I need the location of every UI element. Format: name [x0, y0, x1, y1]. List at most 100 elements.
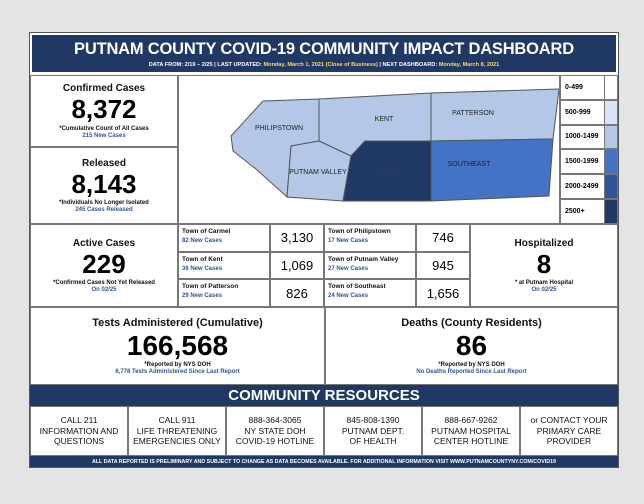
- legend-row: 1000-1499: [560, 124, 618, 150]
- title: PUTNAM COUNTY COVID-19 COMMUNITY IMPACT …: [74, 40, 574, 58]
- town-total: 826: [286, 285, 308, 301]
- resource-line: OF HEALTH: [349, 436, 397, 447]
- box-value: 8,372: [71, 94, 137, 125]
- town-new: 24 New Cases: [328, 293, 369, 300]
- subtitle: DATA FROM: 2/19 – 2/25 | LAST UPDATED: M…: [32, 62, 616, 68]
- box-title: Active Cases: [72, 237, 136, 249]
- town-new: 17 New Cases: [328, 238, 369, 244]
- map-label: SOUTHEAST: [447, 161, 491, 168]
- resources-bar: COMMUNITY RESOURCES: [30, 385, 618, 406]
- town-cell: Town of Carmel 82 New Cases: [178, 224, 270, 252]
- legend-swatch: [604, 200, 617, 223]
- town-new: 29 New Cases: [182, 293, 223, 300]
- box-note: *Confirmed Cases Not Yet Released: [53, 280, 155, 287]
- next-label: | NEXT DASHBOARD:: [379, 62, 438, 68]
- next-date: Monday, March 8, 2021: [438, 62, 500, 68]
- resource-line: NY STATE DOH: [244, 425, 306, 436]
- town-cell: Town of Kent 36 New Cases: [178, 251, 270, 280]
- resource-line: PROVIDER: [546, 436, 592, 447]
- town-name: Town of Carmel: [182, 228, 231, 235]
- resource-line: 888-667-9262: [444, 415, 498, 426]
- town-name: Town of Patterson: [182, 283, 239, 291]
- box-value: 229: [82, 248, 126, 279]
- town-cell: Town of Southeast 24 New Cases: [324, 279, 416, 307]
- box-title: Tests Administered (Cumulative): [92, 316, 263, 329]
- resource-cell: CALL 911 LIFE THREATENING EMERGENCIES ONLY: [128, 406, 226, 456]
- box-value: 166,568: [126, 329, 229, 361]
- released-box: Released 8,143 *Individuals No Longer Isol…: [30, 147, 178, 224]
- resource-line: PUTNAM HOSPITAL: [431, 425, 511, 436]
- region-southeast: [430, 138, 554, 202]
- box-note: *Reported by NYS DOH: [438, 362, 505, 369]
- box-value: 8: [536, 248, 552, 279]
- map-label: PUTNAM VALLEY: [289, 169, 347, 176]
- box-title: Deaths (County Residents): [401, 316, 542, 329]
- legend-swatch: [604, 76, 617, 99]
- resource-line: PRIMARY CARE: [536, 425, 602, 436]
- town-name: Town of Kent: [182, 255, 223, 263]
- resource-cell: 845-808-1390 PUTNAM DEPT. OF HEALTH: [324, 406, 422, 456]
- town-total-cell: 826: [270, 279, 324, 307]
- resource-line: INFORMATION AND: [39, 425, 119, 436]
- town-total: 1,069: [280, 257, 314, 273]
- legend-label: 2000-2499: [565, 183, 599, 191]
- legend-label: 1500-1999: [565, 158, 599, 166]
- legend-row: 2500+: [560, 199, 618, 224]
- box-note: *Individuals No Longer Isolated: [59, 200, 149, 207]
- town-total: 1,656: [426, 285, 460, 301]
- box-note: *Cumulative Count of All Cases: [59, 125, 149, 132]
- town-cell: Town of Philipstown 17 New Cases: [324, 224, 416, 252]
- box-note: * at Putnam Hospital: [514, 280, 574, 287]
- resource-cell: 888-364-3065 NY STATE DOH COVID-19 HOTLINE: [226, 406, 324, 456]
- box-sub: On 02/25: [91, 287, 117, 294]
- resource-line: 888-364-3065: [248, 415, 302, 426]
- legend: 0-499 500-999 1000-1499 1500-1999 2000-2499 2…: [560, 75, 618, 224]
- town-total-cell: 3,130: [270, 224, 324, 252]
- header: PUTNAM COUNTY COVID-19 COMMUNITY IMPACT …: [32, 35, 616, 72]
- legend-label: 1000-1499: [565, 133, 599, 141]
- map-label: CARMEL: [371, 170, 401, 177]
- resource-line: LIFE THREATENING: [136, 425, 218, 436]
- box-sub: No Deaths Reported Since Last Report: [416, 369, 527, 376]
- town-total: 3,130: [280, 230, 314, 246]
- box-title: Hospitalized: [514, 237, 574, 249]
- hospitalized-box: Hospitalized 8 * at Putnam Hospital On 02/2…: [470, 224, 618, 307]
- town-cell: Town of Patterson 29 New Cases: [178, 279, 270, 307]
- legend-row: 500-999: [560, 99, 618, 125]
- confirmed-box: Confirmed Cases 8,372 *Cumulative Count of…: [30, 75, 178, 147]
- resource-cell: 888-667-9262 PUTNAM HOSPITAL CENTER HOTLIN…: [422, 406, 520, 456]
- town-total: 746: [432, 230, 454, 246]
- legend-label: 2500+: [565, 207, 585, 215]
- town-cell: Town of Putnam Valley 27 New Cases: [324, 251, 416, 280]
- legend-row: 0-499: [560, 75, 618, 100]
- map-label: KENT: [374, 116, 394, 123]
- resource-cell: or CONTACT YOUR PRIMARY CARE PROVIDER: [520, 406, 618, 456]
- town-new: 82 New Cases: [182, 238, 223, 244]
- box-sub: On 02/25: [531, 287, 557, 294]
- resource-line: QUESTIONS: [53, 436, 105, 447]
- legend-label: 0-499: [565, 83, 583, 91]
- active-box: Active Cases 229 *Confirmed Cases Not Yet …: [30, 224, 178, 307]
- legend-swatch: [604, 100, 617, 124]
- resource-line: COVID-19 HOTLINE: [235, 436, 315, 447]
- deaths-box: Deaths (County Residents) 86 *Reported by …: [325, 307, 618, 385]
- box-sub: 6,778 Tests Administered Since Last Repo…: [115, 369, 240, 376]
- legend-swatch: [604, 175, 617, 198]
- box-title: Released: [82, 157, 126, 169]
- map-label: PHILIPSTOWN: [254, 125, 304, 132]
- town-name: Town of Southeast: [328, 283, 386, 291]
- resource-line: 845-808-1390: [346, 415, 400, 426]
- legend-swatch: [604, 150, 617, 174]
- box-value: 86: [455, 329, 488, 361]
- town-total-cell: 1,656: [416, 279, 470, 307]
- resource-line: EMERGENCIES ONLY: [133, 436, 221, 447]
- resource-cell: CALL 211 INFORMATION AND QUESTIONS: [30, 406, 128, 456]
- map-label: PATTERSON: [452, 110, 494, 117]
- map-shapes: [230, 88, 559, 202]
- town-new: 27 New Cases: [328, 265, 369, 272]
- box-title: Confirmed Cases: [62, 83, 146, 95]
- last-updated: Monday, March 1, 2021 (Close of Business…: [263, 62, 378, 68]
- legend-row: 2000-2499: [560, 174, 618, 199]
- box-note: *Reported by NYS DOH: [144, 362, 211, 369]
